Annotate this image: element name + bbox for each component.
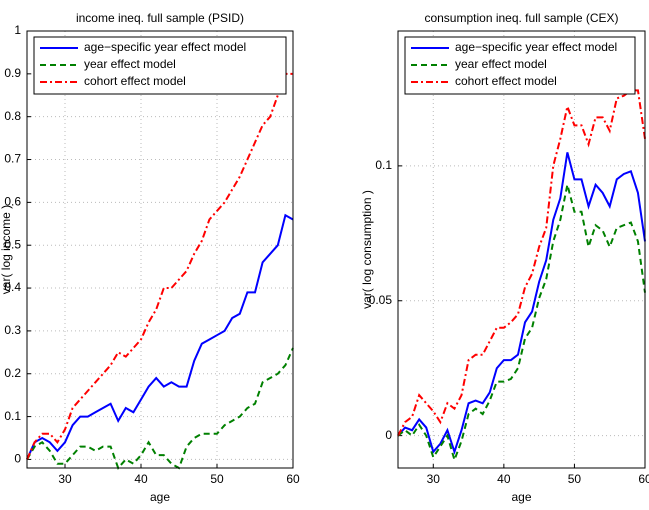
y-tick-label: 0.6 [4, 195, 21, 209]
plot-frame [26, 30, 294, 469]
chart-title: consumption ineq. full sample (CEX) [424, 11, 618, 25]
series-line [397, 152, 646, 456]
y-tick-label: 0.1 [4, 409, 21, 423]
y-tick-label: 0.4 [4, 280, 21, 294]
series-line [397, 89, 646, 437]
legend-label: cohort effect model [84, 74, 186, 88]
x-tick-label: 30 [58, 472, 72, 486]
y-tick-label: 0.1 [375, 158, 392, 172]
y-tick-label: 0.8 [4, 109, 21, 123]
x-tick-label: 30 [427, 472, 441, 486]
series-line [26, 347, 294, 470]
x-tick-label: 60 [286, 472, 300, 486]
x-tick-label: 50 [568, 472, 582, 486]
y-tick-label: 0.9 [4, 66, 21, 80]
series-line [26, 72, 293, 460]
x-axis-label: age [511, 490, 531, 504]
y-tick-label: 0.2 [4, 366, 21, 380]
x-tick-label: 40 [134, 472, 148, 486]
y-tick-label: 0 [14, 452, 21, 466]
plot-frame [397, 30, 646, 469]
y-tick-label: 0.5 [4, 237, 21, 251]
y-tick-label: 1 [14, 23, 21, 37]
legend-label: age−specific year effect model [84, 40, 246, 54]
y-tick-label: 0 [385, 428, 392, 442]
x-tick-label: 50 [210, 472, 224, 486]
series-line [397, 184, 646, 464]
y-axis-label: var( log income ) [0, 205, 13, 294]
chart-title: income ineq. full sample (PSID) [76, 11, 244, 25]
legend-label: age−specific year effect model [455, 40, 617, 54]
series-line [26, 213, 294, 460]
y-axis-label: var( log consumption ) [360, 190, 374, 309]
x-tick-label: 60 [638, 472, 649, 486]
y-tick-label: 0.05 [369, 293, 393, 307]
legend-label: year effect model [84, 57, 176, 71]
legend-label: year effect model [455, 57, 547, 71]
y-tick-label: 0.7 [4, 152, 21, 166]
x-axis-label: age [150, 490, 170, 504]
legend-label: cohort effect model [455, 74, 557, 88]
x-tick-label: 40 [497, 472, 511, 486]
y-tick-label: 0.3 [4, 323, 21, 337]
